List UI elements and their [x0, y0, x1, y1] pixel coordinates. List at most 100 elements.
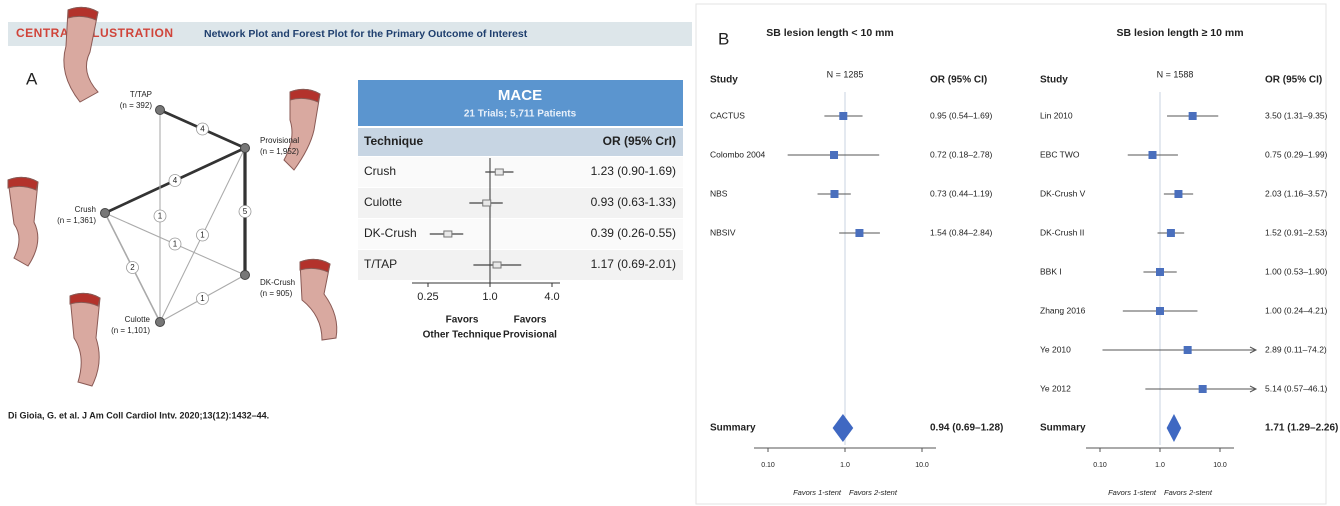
column-header: Technique — [364, 134, 423, 148]
study-name: CACTUS — [710, 110, 745, 120]
point-estimate — [855, 229, 864, 237]
study-name: DK-Crush II — [1040, 227, 1084, 237]
panel-b-border — [695, 3, 1327, 505]
summary-label: 1.71 (1.29–2.26) — [1265, 423, 1338, 434]
or-label: 0.72 (0.18–2.78) — [930, 149, 993, 159]
or-label: 2.89 (0.11–74.2) — [1265, 344, 1327, 354]
column-header: N = 1588 — [1157, 69, 1194, 79]
node-n: (n = 392) — [120, 101, 153, 110]
node-n: (n = 1,101) — [111, 326, 150, 335]
study-name: BBK I — [1040, 266, 1062, 276]
study-name: Ye 2010 — [1040, 344, 1071, 354]
forest-title-bar — [358, 80, 683, 126]
technique: T/TAP — [364, 257, 397, 271]
point-estimate — [1198, 385, 1207, 393]
network-node — [155, 317, 165, 327]
row-bg — [358, 219, 683, 249]
favors-label: Favors — [514, 315, 547, 326]
header-tag: CENTRAL ILLUSTRATION — [16, 26, 174, 40]
or-label: 1.54 (0.84–2.84) — [930, 227, 993, 237]
x-tick-label: 4.0 — [544, 291, 559, 303]
study-name: Lin 2010 — [1040, 110, 1073, 120]
network-node — [240, 143, 250, 153]
study-name: Zhang 2016 — [1040, 305, 1086, 315]
or-label: 1.00 (0.53–1.90) — [1265, 266, 1328, 276]
column-header: OR (95% CI) — [930, 75, 987, 86]
point-estimate — [1156, 268, 1164, 276]
node-name: DK-Crush — [260, 278, 295, 287]
or-label: 1.52 (0.91–2.53) — [1265, 227, 1328, 237]
summary-name: Summary — [1040, 423, 1086, 434]
point-estimate — [443, 230, 453, 238]
point-estimate — [839, 112, 848, 120]
edge-badge — [126, 261, 139, 274]
x-tick-label: 1.0 — [1155, 462, 1165, 469]
ci-arrow — [1249, 385, 1258, 393]
node-name: T/TAP — [130, 90, 152, 99]
node-n: (n = 1,361) — [57, 216, 96, 225]
edge-count: 1 — [173, 240, 178, 249]
vessel-icons — [7, 6, 338, 387]
row-bg — [358, 157, 683, 187]
favors-label: Favors 2-stent — [849, 488, 898, 497]
ci-arrow — [1249, 346, 1258, 354]
or-label: 0.73 (0.44–1.19) — [930, 188, 993, 198]
x-tick-label: 1.0 — [482, 291, 497, 303]
x-tick-label: 10.0 — [915, 462, 929, 469]
or-label: 1.00 (0.24–4.21) — [1265, 305, 1328, 315]
edge-badge — [238, 205, 252, 218]
or-label: 0.95 (0.54–1.69) — [930, 110, 993, 120]
study-name: NBSIV — [710, 227, 736, 237]
panel-label: A — [26, 69, 38, 88]
x-tick-label: 1.0 — [840, 462, 850, 469]
x-tick-label: 0.25 — [417, 291, 438, 303]
or-label: 1.23 (0.90-1.69) — [591, 164, 676, 178]
edge-count: 1 — [200, 231, 205, 240]
or-label: 3.50 (1.31–9.35) — [1265, 110, 1328, 120]
summary-name: Summary — [710, 423, 756, 434]
x-tick-label: 0.10 — [761, 462, 775, 469]
node-name: Culotte — [125, 315, 151, 324]
favors-label: Other Technique — [423, 330, 502, 341]
header-bar — [8, 22, 692, 46]
point-estimate — [830, 151, 839, 159]
study-name: NBS — [710, 188, 728, 198]
technique: Crush — [364, 164, 396, 178]
x-tick-label: 10.0 — [1213, 462, 1227, 469]
edge-count: 1 — [158, 212, 163, 221]
row-bg — [358, 188, 683, 218]
summary-diamond — [832, 414, 854, 442]
node-name: Crush — [75, 205, 96, 214]
point-estimate — [1183, 346, 1192, 354]
or-label: 2.03 (1.16–3.57) — [1265, 188, 1328, 198]
point-estimate — [1148, 151, 1157, 159]
point-estimate — [482, 199, 492, 207]
point-estimate — [1174, 190, 1183, 198]
or-label: 0.93 (0.63-1.33) — [591, 195, 676, 209]
column-header: Study — [710, 75, 738, 86]
favors-label: Provisional — [503, 330, 557, 341]
edge-badge — [196, 292, 209, 305]
point-estimate — [494, 168, 504, 176]
edge-badge — [168, 237, 182, 251]
technique: DK-Crush — [364, 226, 417, 240]
x-tick-label: 0.10 — [1093, 462, 1107, 469]
edge-badge — [196, 122, 209, 136]
favors-label: Favors 1-stent — [793, 488, 842, 497]
point-estimate — [1156, 307, 1164, 315]
citation: Di Gioia, G. et al. J Am Coll Cardiol In… — [8, 410, 269, 420]
or-label: 1.17 (0.69-2.01) — [591, 257, 676, 271]
study-name: Ye 2012 — [1040, 383, 1071, 393]
edge-badge — [153, 209, 167, 223]
edge-count: 4 — [173, 176, 178, 185]
column-header: N = 1285 — [827, 69, 864, 79]
study-name: EBC TWO — [1040, 149, 1080, 159]
network-node — [100, 208, 110, 218]
forest-subtitle: 21 Trials; 5,711 Patients — [464, 109, 577, 120]
header-title: Network Plot and Forest Plot for the Pri… — [204, 28, 528, 40]
forest-title: MACE — [498, 87, 542, 104]
or-label: 0.75 (0.29–1.99) — [1265, 149, 1328, 159]
plot-title: SB lesion length ≥ 10 mm — [1116, 27, 1243, 39]
edge-badge — [196, 228, 209, 242]
